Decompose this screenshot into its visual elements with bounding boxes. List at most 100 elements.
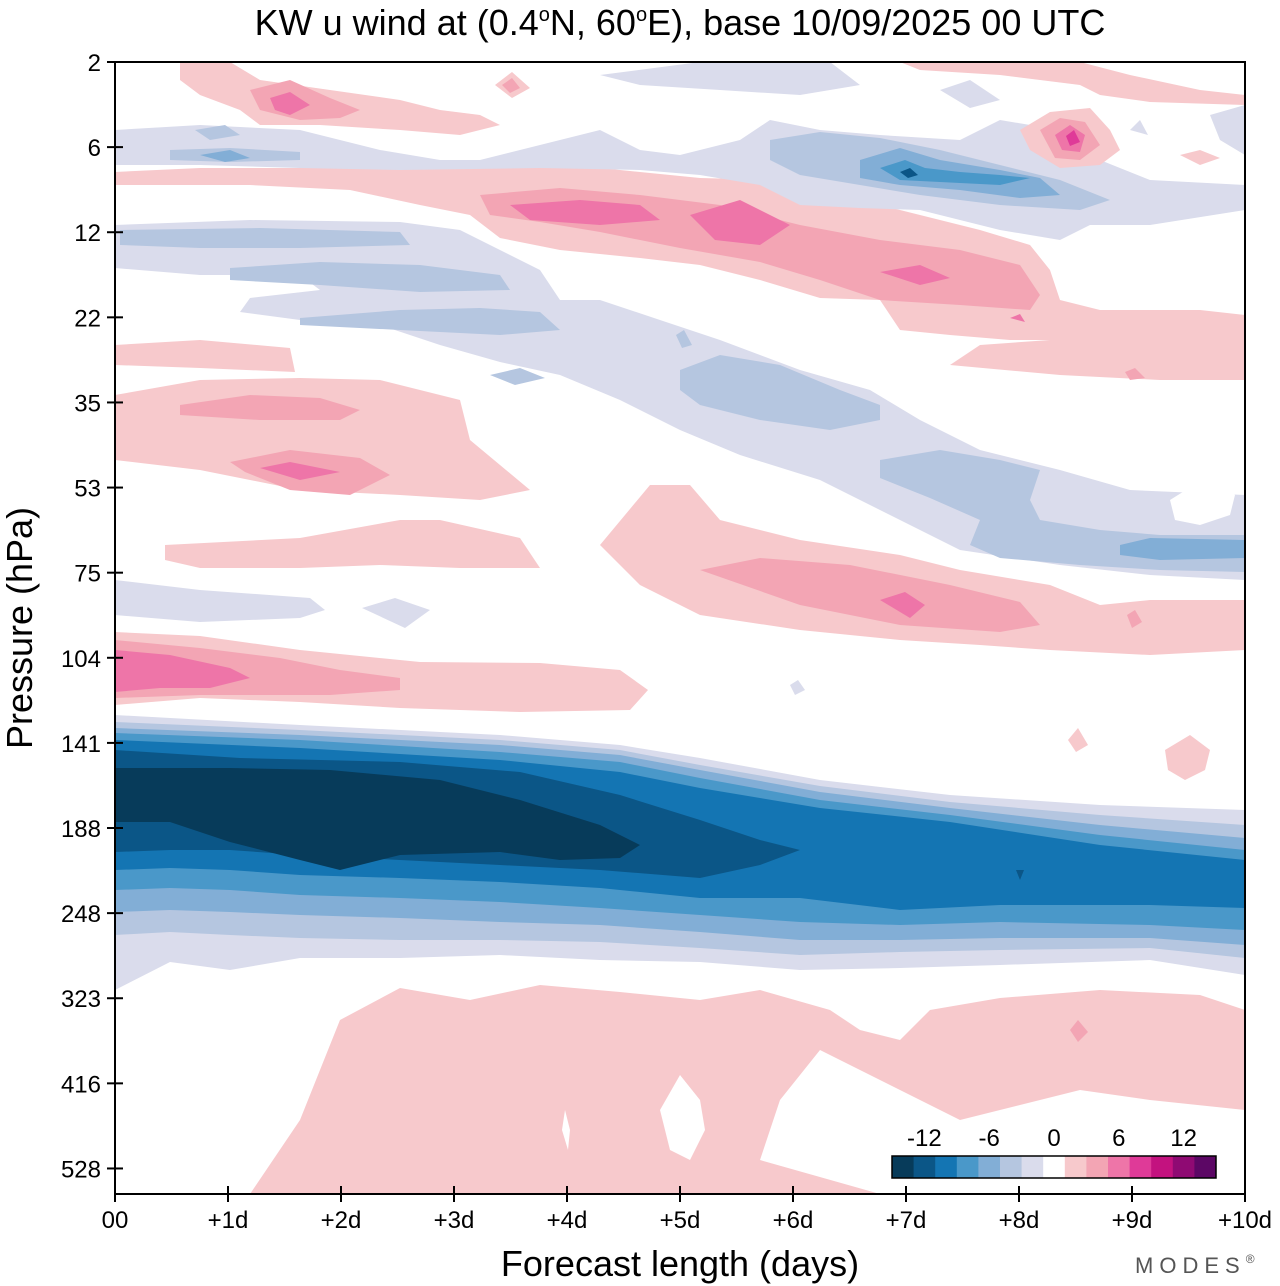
contour-positive-3-3hPa bbox=[270, 92, 310, 115]
x-tick-label: +10d bbox=[1218, 1207, 1272, 1234]
colorbar-swatch bbox=[1000, 1156, 1023, 1178]
y-tick-label: 104 bbox=[61, 646, 101, 673]
y-tick-label: 53 bbox=[74, 476, 101, 503]
contour-positive-1-lower bbox=[250, 985, 1245, 1194]
contour-field bbox=[115, 62, 1245, 1194]
colorbar-swatch bbox=[935, 1156, 958, 1178]
contour-positive-1-70hPa-b bbox=[600, 485, 1245, 655]
y-tick-label: 188 bbox=[61, 816, 101, 843]
colorbar-swatch bbox=[1151, 1156, 1174, 1178]
y-tick-label: 12 bbox=[74, 220, 101, 247]
contour-positive-2-70hPa-b bbox=[1127, 610, 1142, 628]
contour-negative-2-30hPa-b bbox=[230, 262, 510, 292]
colorbar-swatch bbox=[1086, 1156, 1109, 1178]
y-tick-label: 22 bbox=[74, 305, 101, 332]
colorbar-tick-label: -6 bbox=[979, 1125, 1000, 1152]
contour-positive-1-isolated-b bbox=[1068, 728, 1088, 752]
x-axis-label: Forecast length (days) bbox=[501, 1243, 859, 1284]
colorbar-frame bbox=[891, 1155, 1217, 1179]
colorbar-swatch bbox=[956, 1156, 979, 1178]
contour-negative-3-60hPa bbox=[1120, 538, 1245, 560]
title-degree-2: o bbox=[636, 4, 647, 26]
contour-positive-3-12hPa-c bbox=[880, 265, 950, 285]
contour-negative-3-7hPa-b bbox=[200, 150, 250, 162]
y-axis-label: Pressure (hPa) bbox=[0, 507, 40, 749]
x-tick-label: +9d bbox=[1112, 1207, 1153, 1234]
contour-positive-1-25hPa bbox=[115, 340, 295, 372]
colorbar-swatch bbox=[892, 1156, 915, 1178]
contour-negative-1-85hPa bbox=[115, 580, 325, 622]
contour-negative-2-40hPa bbox=[680, 355, 880, 430]
colorbar-swatch bbox=[1064, 1156, 1087, 1178]
colorbar-swatch bbox=[1129, 1156, 1152, 1178]
contour-negative-7-jet-core bbox=[115, 768, 640, 870]
colorbar-tick-label: 6 bbox=[1112, 1125, 1125, 1152]
contour-positive-1-2hPa bbox=[900, 62, 1245, 105]
contour-negative-1-5hPa-b bbox=[1130, 120, 1148, 135]
title-degree-1: o bbox=[539, 4, 550, 26]
title-part-3: E), base 10/09/2025 00 UTC bbox=[647, 2, 1105, 43]
contour-positive-2-3hPa-b bbox=[502, 78, 520, 93]
contour-negative-2-30hPa-d bbox=[490, 368, 545, 385]
colorbar-swatch bbox=[1021, 1156, 1044, 1178]
y-tick-label: 2 bbox=[88, 50, 101, 77]
contour-negative-6-dot bbox=[1016, 870, 1024, 880]
contour-positive-3-12hPa-a bbox=[510, 200, 660, 225]
contour-negative-1-85hPa-b bbox=[362, 598, 430, 628]
contour-negative-2-30hPa-a bbox=[120, 228, 410, 248]
contour-positive-2-45hPa-a bbox=[180, 395, 360, 420]
modes-logo: MODES® bbox=[1135, 1252, 1261, 1278]
contour-negative-4-7hPa bbox=[880, 160, 1030, 185]
colorbar-swatch bbox=[1172, 1156, 1195, 1178]
contour-positive-2-70hPa bbox=[700, 558, 1040, 632]
x-tick-label: +1d bbox=[208, 1207, 249, 1234]
contour-positive-2-12hPa-e bbox=[1125, 368, 1145, 380]
title-part-2: N, 60 bbox=[550, 2, 636, 43]
colorbar-swatch bbox=[978, 1156, 1001, 1178]
colorbar-legend: -12 -6 0 6 12 bbox=[891, 1125, 1217, 1179]
y-tick-label: 6 bbox=[88, 135, 101, 162]
colorbar-tick-label: 12 bbox=[1170, 1125, 1197, 1152]
contour-white-hole-1 bbox=[660, 1075, 705, 1160]
y-tick-label: 323 bbox=[61, 986, 101, 1013]
contour-negative-1-2hPa bbox=[600, 62, 860, 95]
contour-white-hole-2 bbox=[562, 1110, 570, 1150]
contour-negative-2-6hPa-c bbox=[195, 125, 240, 140]
contour-white-hole-3 bbox=[1170, 475, 1235, 525]
contour-positive-4-6hPa bbox=[1066, 130, 1080, 146]
contour-negative-2-40hPa-b bbox=[676, 330, 692, 348]
x-tick-label: 00 bbox=[102, 1207, 129, 1234]
contour-positive-1-70hPa bbox=[165, 520, 540, 568]
y-tick-label: 416 bbox=[61, 1071, 101, 1098]
contour-negative-1-7hPa bbox=[115, 120, 1245, 240]
colorbar-tick-label: 0 bbox=[1047, 1125, 1060, 1152]
contour-negative-1-5hPa bbox=[1210, 105, 1245, 155]
contour-negative-2-30hPa-c bbox=[300, 308, 560, 335]
x-tick-label: +6d bbox=[773, 1207, 814, 1234]
x-tick-label: +4d bbox=[547, 1207, 588, 1234]
contour-positive-3-70hPa bbox=[880, 592, 925, 618]
contour-negative-1-2hPa-b bbox=[940, 80, 1000, 108]
y-tick-label: 35 bbox=[74, 390, 101, 417]
contour-positive-3-104hPa bbox=[115, 650, 250, 692]
contour-positive-1-3hPa bbox=[180, 62, 500, 135]
contour-positive-1-12hPa bbox=[115, 165, 1245, 380]
contour-positive-1-8hPa bbox=[1180, 150, 1220, 165]
colorbar-swatch bbox=[1043, 1156, 1066, 1178]
x-axis: 00 +1d +2d +3d +4d +5d +6d +7d +8d +9d +10d bbox=[102, 1186, 1272, 1234]
y-tick-label: 528 bbox=[61, 1156, 101, 1183]
contour-positive-3-45hPa bbox=[260, 462, 340, 480]
y-tick-label: 75 bbox=[74, 561, 101, 588]
x-tick-label: +3d bbox=[434, 1207, 475, 1234]
colorbar-swatch bbox=[1194, 1156, 1217, 1178]
x-tick-label: +5d bbox=[660, 1207, 701, 1234]
chart-title: KW u wind at (0.4oN, 60oE), base 10/09/2… bbox=[255, 2, 1106, 43]
y-tick-label: 248 bbox=[61, 901, 101, 928]
contour-negative-1-dot bbox=[790, 680, 805, 695]
contour-positive-3-12hPa-b bbox=[690, 200, 790, 245]
contour-positive-3-12hPa-d bbox=[1010, 314, 1025, 322]
x-tick-label: +7d bbox=[886, 1207, 927, 1234]
y-axis: 2 6 12 22 35 53 75 104 141 188 248 323 416 528 bbox=[61, 50, 123, 1183]
contour-negative-6-7hPa bbox=[900, 168, 918, 178]
contour-positive-1-isolated-a bbox=[1165, 735, 1210, 780]
